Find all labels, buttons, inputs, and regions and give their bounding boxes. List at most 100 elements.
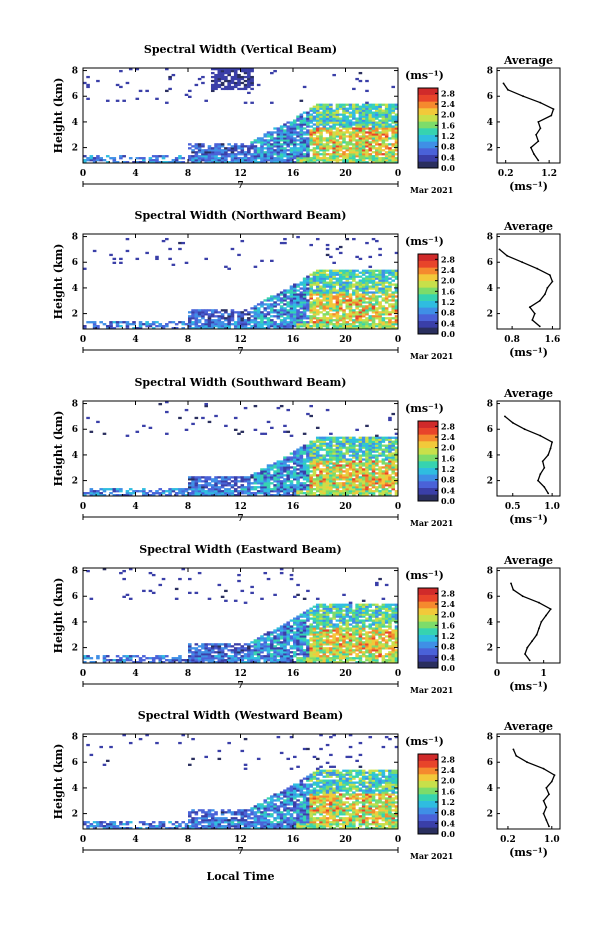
heatmap-cell <box>165 101 169 104</box>
heatmap-cell <box>358 466 363 469</box>
heatmap-cell <box>368 464 373 467</box>
heatmap-cell <box>361 446 366 449</box>
heatmap-cell <box>83 267 87 270</box>
heatmap-cell <box>247 147 251 150</box>
heatmap-cell <box>361 468 366 471</box>
heatmap-cell <box>227 69 231 73</box>
heatmap-cell <box>368 480 373 483</box>
heatmap-cell <box>312 279 317 282</box>
heatmap-cell <box>325 129 330 132</box>
heatmap-cell <box>384 137 389 140</box>
heatmap-cell <box>388 476 392 479</box>
heatmap-cell <box>260 472 264 475</box>
heatmap-cell <box>293 651 297 654</box>
heatmap-cell <box>217 659 222 662</box>
heatmap-cell <box>227 71 231 75</box>
heatmap-cell <box>161 490 166 493</box>
heatmap-cell <box>335 147 340 150</box>
heatmap-cell <box>240 484 245 487</box>
heatmap-cell <box>355 133 359 136</box>
average-x-label: (ms⁻¹) <box>509 346 548 359</box>
colorbar-frame <box>417 420 439 502</box>
heatmap-cell <box>371 121 376 124</box>
heatmap-cell <box>283 424 287 428</box>
heatmap-cell <box>325 297 330 300</box>
heatmap-cell <box>319 643 323 646</box>
heatmap-cell <box>322 117 327 120</box>
heatmap-cell <box>224 661 228 664</box>
heatmap-cell <box>279 151 284 154</box>
heatmap-cell <box>299 466 304 469</box>
heatmap-cell <box>299 305 304 308</box>
heatmap-cell <box>338 129 343 132</box>
heatmap-cell <box>233 599 238 602</box>
heatmap-cell <box>384 127 389 130</box>
heatmap-cell <box>378 113 382 116</box>
panel-title: Spectral Width (Northward Beam) <box>135 209 347 222</box>
heatmap-cell <box>312 137 317 140</box>
heatmap-cell <box>253 478 258 481</box>
heatmap-cell <box>361 285 366 288</box>
heatmap-cell <box>368 484 373 487</box>
heatmap-cell <box>256 661 261 664</box>
heatmap-cell <box>233 661 238 664</box>
heatmap-cell <box>96 159 100 162</box>
heatmap-cell <box>325 611 330 614</box>
heatmap-cell <box>273 325 277 328</box>
heatmap-cell <box>319 659 323 662</box>
heatmap-cell <box>315 444 320 447</box>
heatmap-cell <box>283 241 287 245</box>
heatmap-cell <box>312 450 317 453</box>
heatmap-cell <box>325 486 330 489</box>
heatmap-cell <box>171 659 176 662</box>
heatmap-cell <box>338 149 343 152</box>
heatmap-cell <box>348 464 353 467</box>
heatmap-cell <box>112 321 117 324</box>
heatmap-cell <box>299 635 304 638</box>
heatmap-cell <box>125 434 130 437</box>
heatmap-cell <box>217 480 222 483</box>
heatmap-cell <box>289 482 294 485</box>
heatmap-cell <box>194 313 199 316</box>
heatmap-cell <box>368 295 373 298</box>
heatmap-cell <box>296 135 300 138</box>
heatmap-cell <box>345 281 350 284</box>
heatmap-cell <box>335 474 340 477</box>
heatmap-cell <box>309 129 313 132</box>
heatmap-cell <box>358 285 363 288</box>
heatmap-cell <box>96 157 100 160</box>
heatmap-cell <box>220 309 225 312</box>
heatmap-cell <box>361 109 366 112</box>
heatmap-cell <box>250 83 254 87</box>
heatmap-cell <box>375 273 379 276</box>
heatmap-cell <box>293 637 297 640</box>
x-tick-label: 12 <box>234 169 247 179</box>
heatmap-cell <box>273 476 277 479</box>
heatmap-cell <box>319 281 323 284</box>
heatmap-cell <box>342 155 346 158</box>
heatmap-cell <box>279 307 284 310</box>
heatmap-cell <box>352 488 356 491</box>
heatmap-cell <box>293 315 297 318</box>
heatmap-cell <box>335 452 340 455</box>
average-point <box>530 146 532 149</box>
heatmap-cell <box>358 139 363 142</box>
colorbar-unit: (ms⁻¹) <box>405 402 444 415</box>
heatmap-cell <box>243 71 248 75</box>
heatmap-cell <box>375 462 379 465</box>
heatmap-cell <box>345 452 350 455</box>
heatmap-cell <box>371 159 376 162</box>
heatmap-cell <box>329 623 333 626</box>
heatmap-cell <box>217 583 222 587</box>
heatmap-cell <box>365 101 369 104</box>
heatmap-cell <box>276 313 281 316</box>
heatmap-cell <box>283 456 287 459</box>
heatmap-cell <box>250 307 254 310</box>
heatmap-cell <box>263 571 268 575</box>
average-y-tick-label: 8 <box>487 233 493 243</box>
heatmap-cell <box>250 651 254 654</box>
heatmap-cell <box>322 321 327 324</box>
heatmap-cell <box>381 121 386 124</box>
heatmap-cell <box>332 273 336 276</box>
heatmap-cell <box>378 317 382 320</box>
